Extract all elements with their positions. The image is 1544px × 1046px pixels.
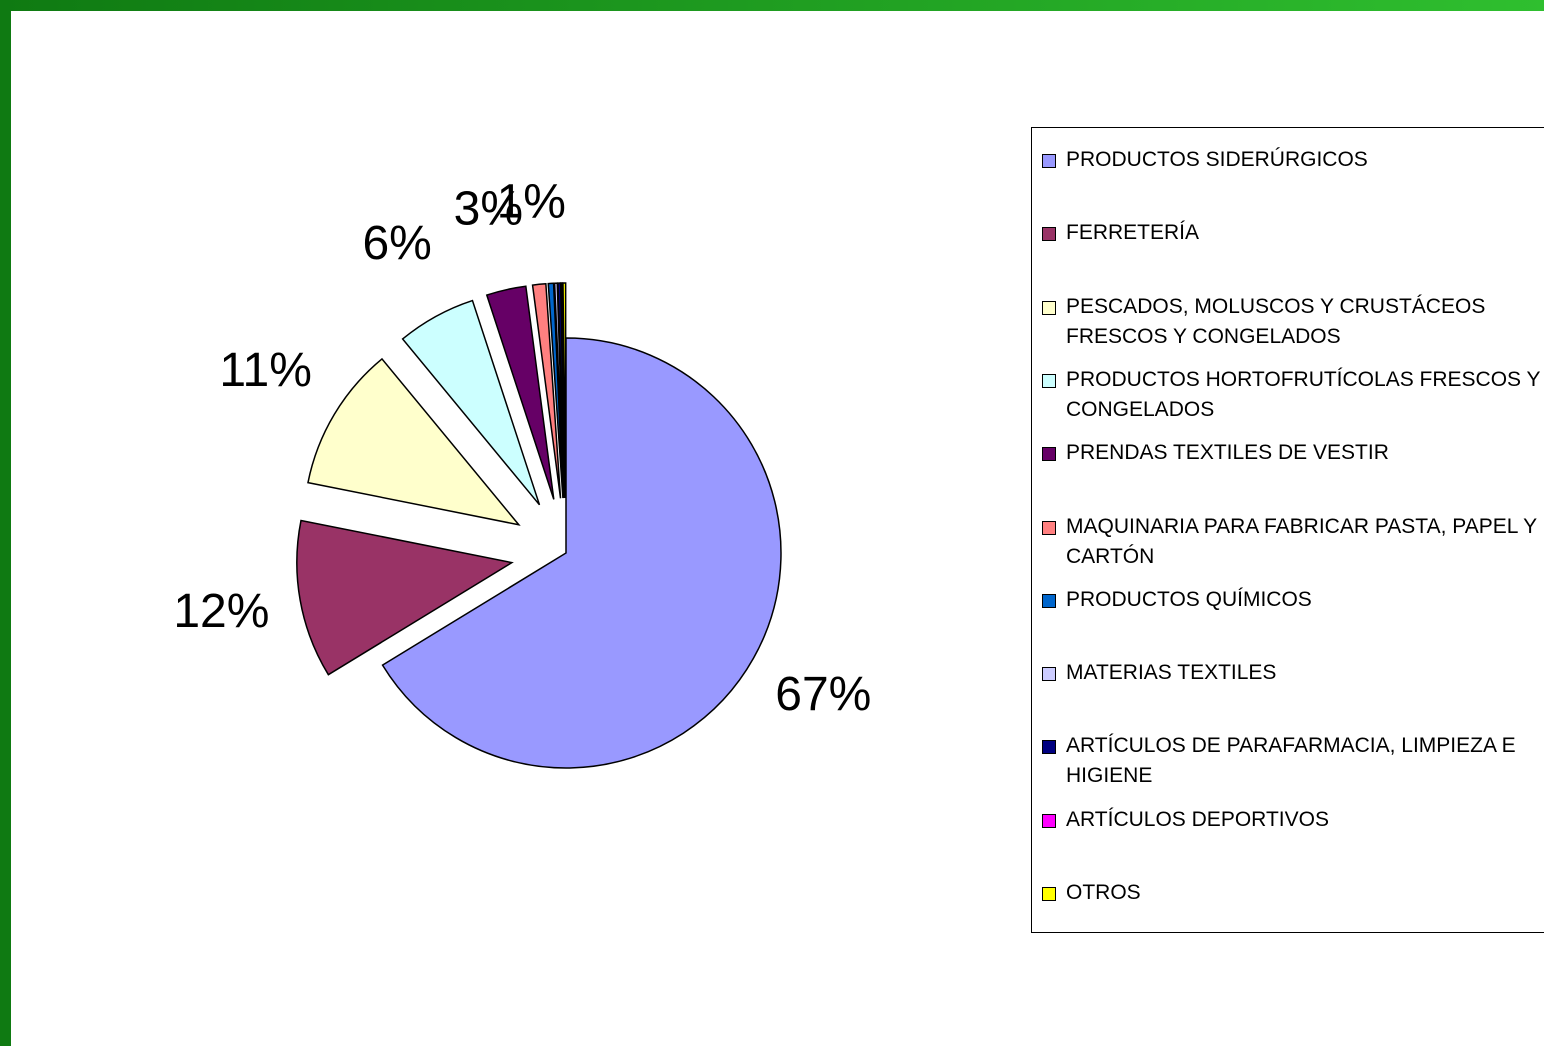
legend-swatch: [1042, 520, 1056, 535]
legend-swatch: [1042, 300, 1056, 315]
pie-slice: [485, 285, 555, 500]
legend-swatch: [1042, 667, 1056, 682]
legend-label: PRODUCTOS SIDERÚRGICOS: [1066, 148, 1368, 171]
legend-entry: OTROS: [1042, 878, 1544, 908]
legend-swatch: [1042, 227, 1056, 242]
legend-swatch: [1042, 447, 1056, 462]
legend-entry: MAQUINARIA PARA FABRICAR PASTA, PAPEL Y …: [1042, 512, 1544, 572]
legend-label: ARTÍCULOS DE PARAFARMACIA, LIMPIEZA E HI…: [1066, 734, 1516, 788]
legend-label: MATERIAS TEXTILES: [1066, 661, 1277, 685]
legend-entry: ARTÍCULOS DE PARAFARMACIA, LIMPIEZA E HI…: [1042, 731, 1544, 791]
chart-area: 67% 12% 11% 6% 3% 1% PRODUCTOS SIDERÚRGICOS FE…: [11, 11, 1544, 1046]
legend-entry: PRODUCTOS HORTOFRUTÍCOLAS FRESCOS Y CONG…: [1042, 365, 1544, 425]
legend-entry: ARTÍCULOS DEPORTIVOS: [1042, 805, 1544, 835]
legend-swatch: [1042, 740, 1056, 755]
slice-label: 11%: [219, 344, 312, 397]
legend-entry: FERRETERÍA: [1042, 218, 1544, 248]
pie-slice: [296, 519, 514, 676]
legend-label: PRODUCTOS HORTOFRUTÍCOLAS FRESCOS Y CONG…: [1066, 367, 1541, 421]
slice-label: 67%: [775, 668, 871, 721]
pie-chart: 67% 12% 11% 6% 3%1%: [173, 175, 871, 769]
legend-entry: PRODUCTOS QUÍMICOS: [1042, 585, 1544, 615]
pie-slice: [401, 299, 541, 506]
slice-label: 6%: [362, 217, 431, 270]
legend-entry: MATERIAS TEXTILES: [1042, 658, 1544, 688]
legend-entry: PRENDAS TEXTILES DE VESTIR: [1042, 438, 1544, 468]
legend-label: MAQUINARIA PARA FABRICAR PASTA, PAPEL Y …: [1066, 514, 1537, 568]
slice-label: 1%: [497, 175, 566, 228]
legend-swatch: [1042, 593, 1056, 608]
pie-slice: [307, 357, 521, 526]
legend-entry: PESCADOS, MOLUSCOS Y CRUSTÁCEOS FRESCOS …: [1042, 292, 1544, 352]
legend-swatch: [1042, 887, 1056, 901]
legend-label: PRODUCTOS QUÍMICOS: [1066, 587, 1312, 611]
slice-label: 12%: [173, 585, 269, 638]
legend-label: PESCADOS, MOLUSCOS Y CRUSTÁCEOS FRESCOS …: [1066, 294, 1486, 348]
legend: PRODUCTOS SIDERÚRGICOS FERRETERÍA PESCADOS…: [1031, 127, 1544, 933]
legend-swatch: [1042, 154, 1056, 168]
legend-label: OTROS: [1066, 881, 1141, 904]
slice-label: 3%: [454, 182, 523, 235]
pie-slice: [547, 282, 564, 499]
pie-slice: [562, 282, 567, 499]
legend-label: PRENDAS TEXTILES DE VESTIR: [1066, 441, 1389, 465]
legend-entry: PRODUCTOS SIDERÚRGICOS: [1042, 145, 1544, 175]
legend-label: FERRETERÍA: [1066, 221, 1200, 245]
pie-slice: [531, 282, 562, 499]
legend-swatch: [1042, 813, 1056, 828]
legend-swatch: [1042, 373, 1056, 388]
pie-slice: [381, 337, 782, 769]
legend-label: ARTÍCULOS DEPORTIVOS: [1066, 807, 1329, 831]
